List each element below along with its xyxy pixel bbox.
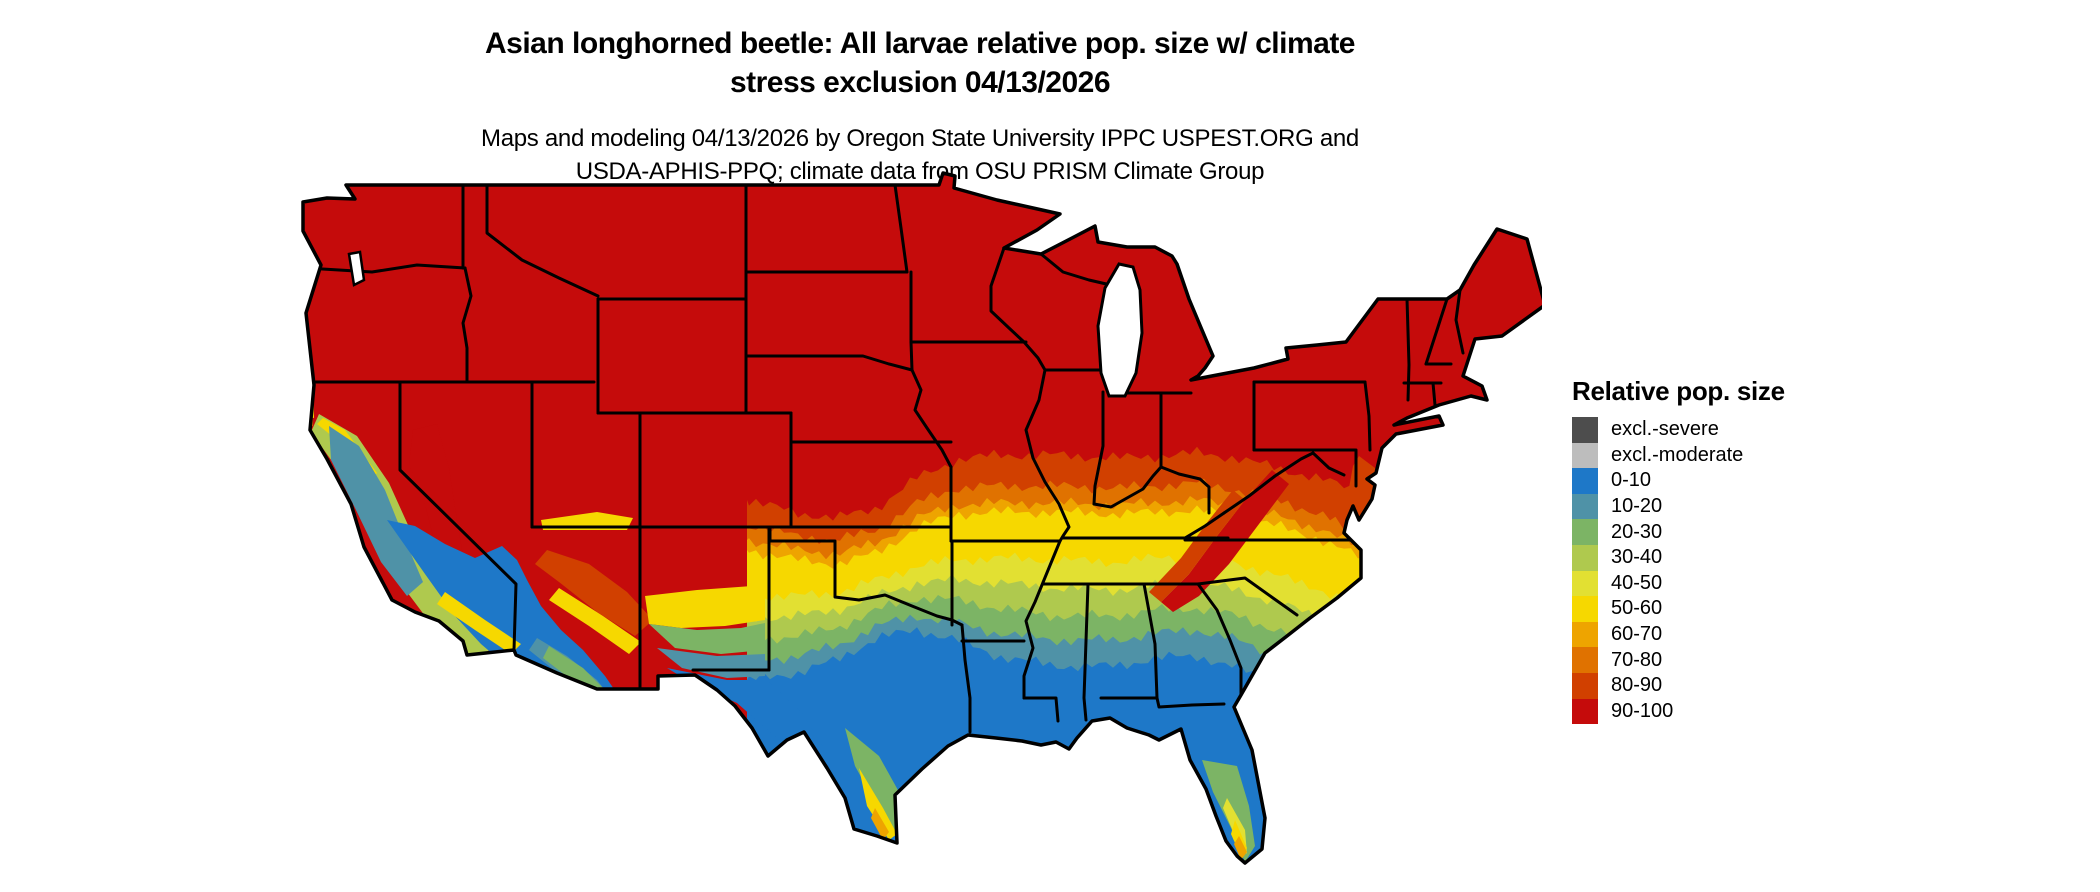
legend-item: 80-90 [1572, 672, 1872, 699]
legend-label: 90-100 [1611, 699, 1674, 722]
title-line-2: stress exclusion 04/13/2026 [729, 66, 1111, 99]
legend-item: 10-20 [1572, 493, 1872, 520]
subtitle-line-1: Maps and modeling 04/13/2026 by Oregon S… [481, 125, 1359, 152]
legend-item: excl.-moderate [1572, 442, 1872, 469]
legend-swatch [1572, 596, 1598, 622]
legend-swatch [1572, 570, 1598, 597]
us-choropleth-map-svg [301, 171, 1547, 865]
legend-label: 30-40 [1611, 546, 1663, 569]
us-outline [301, 171, 1547, 865]
legend-label: excl.-severe [1611, 418, 1719, 441]
legend-swatch [1572, 544, 1598, 571]
legend-label: 40-50 [1611, 571, 1663, 594]
legend-item: excl.-severe [1572, 417, 1872, 443]
map-legend: Relative pop. size excl.-severe excl.-mod… [1572, 376, 1872, 725]
state-borders [304, 183, 1465, 734]
legend-label: 80-90 [1611, 674, 1663, 697]
legend-swatch [1572, 698, 1598, 725]
legend-swatch [1572, 417, 1598, 443]
legend-item: 50-60 [1572, 596, 1872, 622]
legend-item: 70-80 [1572, 647, 1872, 673]
puget-sound [347, 250, 366, 287]
legend-label: 0-10 [1611, 469, 1652, 492]
page-title: Asian longhorned beetle: All larvae rela… [0, 24, 1840, 102]
legend-item: 40-50 [1572, 570, 1872, 597]
page-subtitle: Maps and modeling 04/13/2026 by Oregon S… [0, 122, 1840, 188]
legend-label: 50-60 [1611, 597, 1663, 620]
us-map [297, 168, 1547, 880]
legend-swatch [1572, 621, 1598, 648]
title-line-1: Asian longhorned beetle: All larvae rela… [485, 27, 1356, 60]
legend-label: 60-70 [1611, 623, 1663, 646]
legend-label: 10-20 [1611, 495, 1663, 518]
lake-michigan [1096, 262, 1144, 398]
legend-swatch [1572, 442, 1598, 469]
legend-swatch [1572, 647, 1598, 673]
legend-item: 60-70 [1572, 621, 1872, 648]
legend-label: 70-80 [1611, 648, 1663, 671]
legend-label: excl.-moderate [1611, 443, 1744, 466]
legend-swatch [1572, 468, 1598, 494]
legend-label: 20-30 [1611, 520, 1663, 543]
legend-swatch [1572, 519, 1598, 545]
legend-item: 90-100 [1572, 698, 1872, 725]
legend-item: 30-40 [1572, 544, 1872, 571]
legend-item: 0-10 [1572, 468, 1872, 494]
subtitle-line-2: USDA-APHIS-PPQ; climate data from OSU PR… [575, 158, 1265, 185]
legend-items: excl.-severe excl.-moderate 0-10 10-20 20-30… [1572, 417, 1872, 725]
legend-swatch [1572, 493, 1598, 520]
legend-title: Relative pop. size [1572, 376, 1785, 406]
legend-swatch [1572, 672, 1598, 699]
legend-item: 20-30 [1572, 519, 1872, 545]
